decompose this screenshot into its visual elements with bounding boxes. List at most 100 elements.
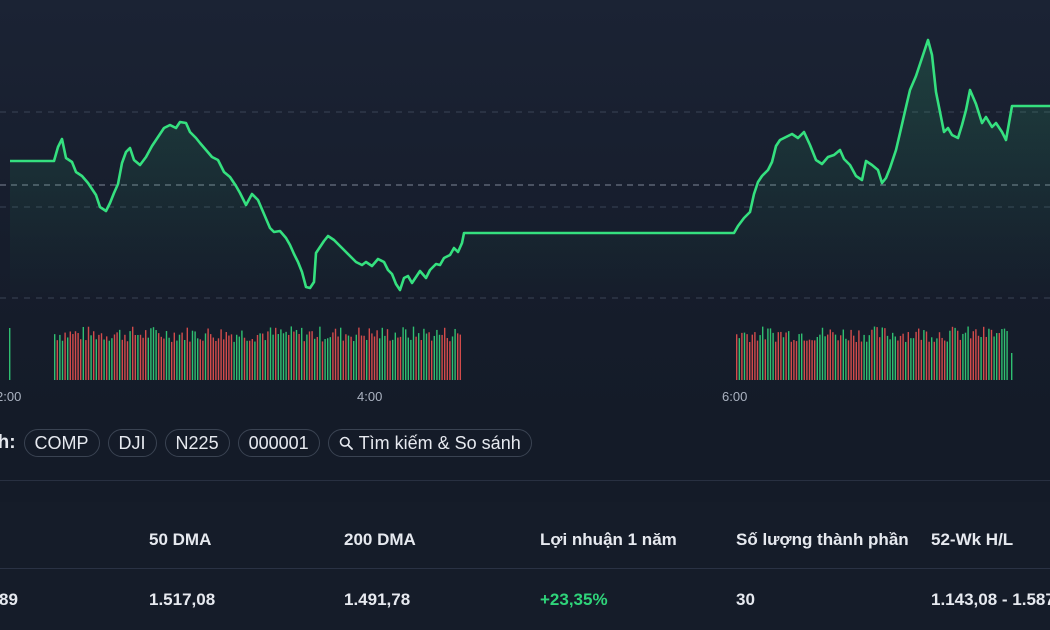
volume-bar	[246, 340, 248, 380]
volume-bar	[897, 340, 899, 380]
volume-bar	[873, 326, 876, 380]
volume-bar	[884, 328, 886, 380]
volume-bar	[412, 326, 415, 380]
volume-bar	[319, 326, 321, 380]
volume-bar	[741, 332, 743, 380]
price-chart[interactable]: 2:00 4:00 6:00	[0, 0, 1050, 420]
stat-header-50dma: 50 DMA	[149, 530, 212, 549]
volume-bar	[327, 338, 329, 380]
volume-bar	[334, 328, 337, 380]
compare-chip-comp[interactable]: COMP	[23, 429, 100, 457]
volume-bar	[181, 332, 183, 380]
volume-bar	[301, 327, 303, 380]
volume-bar	[168, 337, 170, 380]
search-compare-button[interactable]: Tìm kiếm & So sánh	[327, 429, 532, 457]
volume-bar	[858, 330, 860, 380]
volume-bar	[350, 336, 352, 380]
volume-bar	[428, 332, 430, 380]
volume-bar	[871, 329, 873, 380]
compare-chip-n225[interactable]: N225	[164, 429, 230, 457]
volume-bar	[64, 332, 66, 380]
volume-bar	[767, 328, 769, 380]
volume-bar	[905, 341, 907, 380]
volume-bar	[215, 340, 217, 380]
volume-bar	[449, 341, 451, 380]
volume-bar	[907, 332, 909, 380]
volume-bar	[1001, 329, 1003, 380]
volume-bar	[376, 330, 378, 380]
volume-bar	[931, 337, 933, 380]
volume-bar	[316, 336, 318, 380]
volume-bar	[186, 327, 188, 380]
volume-bar	[137, 334, 139, 380]
volume-bars	[9, 326, 1013, 380]
volume-bar	[795, 341, 798, 380]
volume-bar	[925, 331, 928, 380]
volume-bar	[324, 339, 326, 380]
volume-bar	[782, 337, 785, 380]
volume-bar	[243, 337, 246, 380]
volume-bar	[67, 337, 69, 380]
volume-bar	[329, 337, 331, 380]
volume-bar	[860, 341, 863, 380]
volume-bar	[928, 341, 930, 380]
volume-bar	[282, 333, 285, 380]
volume-bar	[163, 338, 165, 380]
volume-bar	[405, 329, 407, 380]
volume-bar	[173, 332, 175, 380]
compare-chip-dji[interactable]: DJI	[107, 429, 157, 457]
price-line[interactable]	[10, 38, 1050, 292]
volume-bar	[899, 335, 902, 380]
volume-bar	[178, 334, 181, 380]
volume-bar	[819, 334, 821, 380]
volume-bar	[847, 340, 850, 380]
volume-bar	[275, 327, 277, 380]
volume-bar	[751, 334, 753, 380]
volume-bar	[433, 335, 435, 380]
price-chart-svg[interactable]: 2:00 4:00 6:00	[0, 0, 1050, 420]
volume-bar	[920, 339, 922, 380]
volume-bar	[269, 327, 272, 380]
volume-bar	[431, 340, 433, 380]
volume-bar	[964, 332, 967, 380]
volume-bar	[230, 334, 233, 380]
stat-header-52wk: 52-Wk H/L	[931, 530, 1014, 549]
time-label-2: 2:00	[0, 389, 21, 404]
volume-bar	[423, 328, 425, 380]
volume-bar	[902, 333, 904, 380]
volume-bar	[147, 337, 149, 380]
volume-bar	[821, 327, 824, 380]
volume-bar	[264, 340, 266, 380]
volume-bar	[342, 340, 344, 380]
volume-bar	[785, 332, 787, 380]
volume-bar	[983, 326, 985, 380]
volume-bar	[941, 337, 943, 380]
volume-bar	[293, 331, 295, 380]
volume-bar	[459, 334, 461, 380]
volume-bar	[199, 339, 201, 380]
volume-bar	[217, 338, 220, 380]
volume-bar	[845, 338, 847, 380]
volume-bar	[806, 340, 808, 380]
volume-bar	[951, 326, 954, 380]
volume-bar	[285, 331, 287, 380]
compare-chip-000001[interactable]: 000001	[237, 429, 320, 457]
volume-bar	[954, 327, 956, 380]
volume-bar	[866, 341, 868, 380]
volume-bar	[803, 340, 805, 380]
volume-bar	[233, 341, 235, 380]
volume-bar	[985, 336, 987, 380]
volume-bar	[368, 328, 370, 380]
volume-bar	[1006, 331, 1008, 380]
volume-bar	[834, 334, 837, 380]
search-compare-label: Tìm kiếm & So sánh	[358, 432, 521, 453]
volume-bar	[353, 341, 355, 380]
volume-bar	[832, 332, 834, 380]
volume-bar	[223, 339, 225, 380]
volume-bar	[962, 333, 964, 380]
volume-bar	[311, 331, 313, 380]
volume-bar	[853, 335, 855, 380]
volume-bar	[754, 332, 756, 380]
volume-bar	[210, 334, 212, 380]
volume-bar	[77, 333, 79, 380]
